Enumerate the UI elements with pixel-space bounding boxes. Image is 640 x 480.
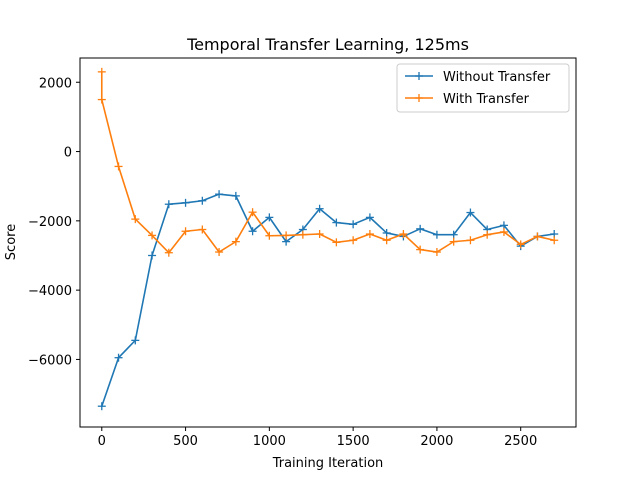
legend-box: [396, 63, 570, 113]
data-point: [315, 204, 324, 213]
series-line-without-transfer: [101, 193, 555, 407]
data-point: [97, 67, 106, 76]
data-point: [97, 95, 106, 104]
data-point: [349, 236, 358, 245]
x-tick-label: 0: [98, 434, 106, 449]
data-point: [466, 236, 475, 245]
data-point: [382, 236, 391, 245]
y-tick-label: 0: [64, 146, 72, 161]
x-tick-label: 2500: [504, 434, 537, 449]
data-point: [248, 208, 257, 217]
series-with-transfer: [97, 67, 559, 257]
data-point: [416, 224, 425, 233]
x-tick-label: 1000: [253, 434, 286, 449]
x-tick-label: 1500: [337, 434, 370, 449]
data-point: [315, 230, 324, 239]
data-point: [483, 230, 492, 239]
x-tick-label: 500: [173, 434, 198, 449]
data-point: [282, 231, 291, 240]
y-tick-label: −4000: [28, 284, 72, 299]
chart-title: Temporal Transfer Learning, 125ms: [186, 35, 469, 54]
data-point: [416, 245, 425, 254]
data-point: [231, 237, 240, 246]
data-point: [97, 402, 106, 411]
y-tick-label: −2000: [28, 215, 72, 230]
data-point: [365, 230, 374, 239]
data-point: [114, 353, 123, 362]
data-point: [432, 230, 441, 239]
series-without-transfer: [97, 190, 559, 411]
data-point: [382, 228, 391, 237]
data-point: [466, 208, 475, 217]
data-point: [449, 230, 458, 239]
data-point: [114, 162, 123, 171]
legend-item: Without Transfer: [405, 70, 551, 85]
axis-ticks: 0 500 1000 1500 2000 2500 −6000 −4000 −2000 0 2000: [28, 76, 537, 449]
data-point: [349, 220, 358, 229]
data-point: [131, 215, 140, 224]
data-point: [198, 225, 207, 234]
legend: Without Transfer With Transfer: [396, 63, 570, 113]
data-point: [449, 237, 458, 246]
legend-marker: [415, 72, 423, 80]
y-tick-label: 2000: [39, 76, 72, 91]
data-point: [231, 191, 240, 200]
y-axis-label: Score: [4, 224, 19, 260]
data-point: [298, 230, 307, 239]
x-axis-label: Training Iteration: [272, 456, 384, 471]
data-point: [198, 196, 207, 205]
data-point: [181, 227, 190, 236]
plot-area: [97, 67, 559, 411]
data-point: [148, 251, 157, 260]
legend-label: Without Transfer: [443, 70, 551, 85]
x-tick-label: 2000: [420, 434, 453, 449]
data-point: [131, 336, 140, 345]
data-point: [164, 200, 173, 209]
data-point: [499, 227, 508, 236]
data-point: [332, 238, 341, 247]
data-point: [215, 190, 224, 199]
data-point: [399, 230, 408, 239]
data-point: [432, 248, 441, 257]
y-tick-label: −6000: [28, 353, 72, 368]
data-point: [332, 218, 341, 227]
legend-item: With Transfer: [405, 92, 530, 107]
data-point: [533, 232, 542, 241]
data-point: [550, 236, 559, 245]
axes-frame: [79, 57, 577, 428]
legend-marker: [415, 94, 423, 102]
data-point: [248, 227, 257, 236]
data-point: [148, 231, 157, 240]
data-point: [365, 213, 374, 222]
data-point: [164, 248, 173, 257]
data-point: [265, 213, 274, 222]
legend-label: With Transfer: [443, 92, 530, 107]
data-point: [265, 231, 274, 240]
data-point: [516, 240, 525, 249]
data-point: [215, 248, 224, 257]
data-point: [181, 198, 190, 207]
